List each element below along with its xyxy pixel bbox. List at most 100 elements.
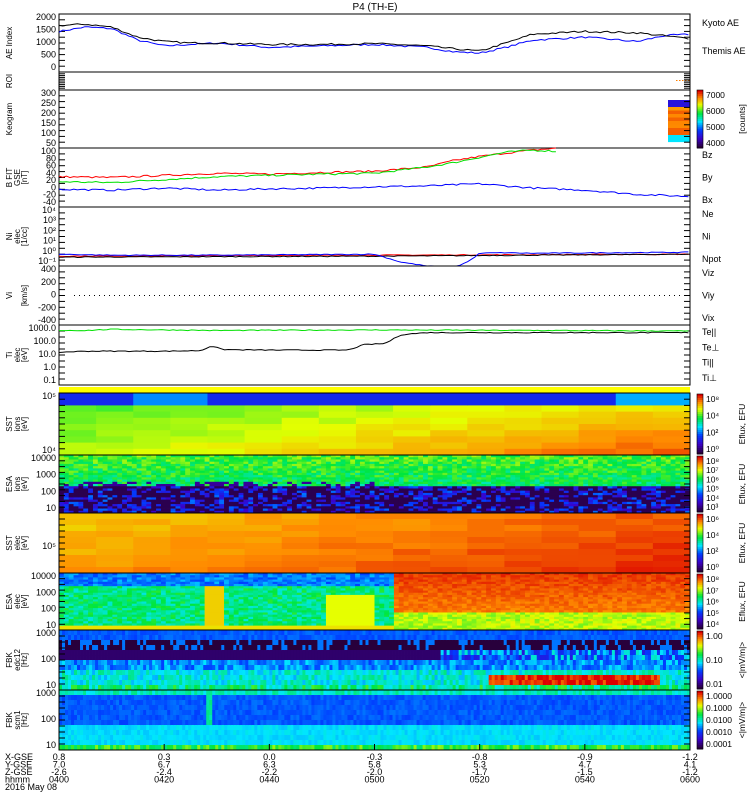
spectrogram-cell — [59, 492, 65, 496]
spectrogram-cell — [175, 461, 181, 465]
spectrogram-cell — [238, 479, 244, 483]
spectrogram-cell — [83, 481, 89, 485]
spectrogram-cell — [505, 497, 511, 501]
spectrogram-cell — [224, 486, 230, 489]
spectrogram-cell — [117, 506, 123, 509]
spectrogram-cell — [194, 463, 201, 467]
spectrogram-cell — [209, 475, 215, 478]
spectrogram-cell — [311, 497, 317, 501]
spectrogram-cell — [282, 472, 288, 476]
spectrogram-cell — [112, 506, 118, 509]
spectrogram-cell — [175, 506, 181, 509]
spectrogram-cell — [175, 466, 181, 469]
spectrogram-cell — [73, 501, 79, 505]
spectrogram-cell — [185, 461, 191, 465]
spectrogram-cell — [389, 468, 395, 472]
spectrogram-cell — [96, 411, 134, 419]
spectrogram-cell — [258, 470, 264, 474]
spectrogram-cell — [301, 466, 307, 469]
spectrogram-cell — [403, 497, 409, 501]
spectrogram-cell — [345, 497, 351, 501]
spectrogram-cell — [131, 504, 138, 507]
y-tick-label: -20 — [43, 190, 56, 200]
spectrogram-cell — [207, 393, 245, 400]
spectrogram-cell — [306, 457, 312, 460]
spectrogram-cell — [199, 470, 206, 474]
spectrogram-cell — [160, 470, 167, 474]
spectrogram-cell — [97, 506, 104, 509]
spectrogram-cell — [73, 508, 79, 512]
spectrogram-cell — [107, 501, 113, 505]
spectrogram-cell — [272, 510, 278, 514]
spectrogram-cell — [617, 497, 623, 501]
spectrogram-cell — [59, 424, 97, 431]
spectrogram-cell — [214, 477, 220, 480]
spectrogram-cell — [253, 486, 259, 489]
y-axis-label: Ti — [5, 352, 14, 359]
keogram-cell — [668, 110, 690, 115]
spectrogram-cell — [321, 481, 327, 485]
spectrogram-cell — [170, 495, 176, 498]
spectrogram-cell — [207, 549, 245, 556]
spectrogram-cell — [244, 411, 283, 419]
spectrogram-cell — [258, 488, 264, 492]
spectrogram-cell — [615, 436, 654, 443]
spectrogram-cell — [180, 504, 186, 507]
spectrogram-cell — [78, 510, 84, 514]
legend-vix: Vix — [702, 313, 715, 323]
colorbar-cell — [697, 109, 703, 112]
spectrogram-cell — [175, 479, 181, 483]
spectrogram-cell — [160, 495, 167, 498]
spectrogram-cell — [165, 490, 172, 494]
spectrogram-cell — [170, 537, 208, 544]
spectrogram-cell — [267, 470, 273, 474]
spectrogram-cell — [214, 499, 220, 503]
spectrogram-cell — [131, 506, 138, 509]
spectrogram-cell — [379, 468, 385, 472]
spectrogram-cell — [248, 488, 254, 492]
spectrogram-cell — [597, 468, 604, 472]
sst-ion-spectrogram — [59, 393, 691, 456]
spectrogram-cell — [282, 468, 288, 472]
spectrogram-cell — [207, 442, 245, 450]
spectrogram-cell — [301, 479, 307, 483]
spectrogram-cell — [272, 468, 278, 472]
spectrogram-cell — [194, 466, 201, 469]
colorbar-tick: 10⁴ — [706, 530, 719, 540]
spectrogram-cell — [318, 411, 357, 419]
spectrogram-cell — [219, 466, 225, 469]
spectrogram-cell — [652, 513, 691, 520]
spectrogram-cell — [146, 484, 152, 487]
spectrogram-cell — [277, 481, 283, 485]
spectrogram-cell — [243, 463, 249, 467]
spectrogram-cell — [131, 466, 138, 469]
spectrogram-cell — [97, 490, 104, 494]
spectrogram-cell — [321, 470, 327, 474]
spectrogram-cell — [204, 472, 210, 476]
spectrogram-cell — [301, 475, 307, 478]
spectrogram-cell — [214, 497, 220, 501]
spectrogram-cell — [311, 490, 317, 494]
spectrogram-cell — [59, 549, 97, 556]
spectrogram-cell — [318, 513, 357, 520]
y-axis-label: [1/cc] — [20, 227, 29, 246]
spectrogram-cell — [96, 549, 134, 556]
colorbar-cell — [697, 428, 703, 431]
spectrogram-cell — [233, 492, 239, 496]
y-tick-label: 250 — [41, 98, 56, 108]
spectrogram-cell — [296, 477, 303, 480]
spectrogram-cell — [92, 492, 99, 496]
spectrogram-cell — [146, 504, 152, 507]
spectrogram-cell — [83, 497, 89, 501]
spectrogram-cell — [112, 472, 118, 476]
spectrogram-cell — [160, 488, 167, 492]
spectrogram-cell — [151, 504, 157, 507]
spectrogram-cell — [652, 561, 691, 568]
spectrogram-cell — [122, 463, 128, 467]
spectrogram-cell — [59, 513, 97, 520]
spectrogram-cell — [224, 468, 230, 472]
spectrogram-cell — [541, 567, 580, 574]
colorbar-frame — [696, 393, 704, 455]
spectrogram-cell — [204, 468, 210, 472]
spectrogram-cell — [59, 466, 65, 469]
